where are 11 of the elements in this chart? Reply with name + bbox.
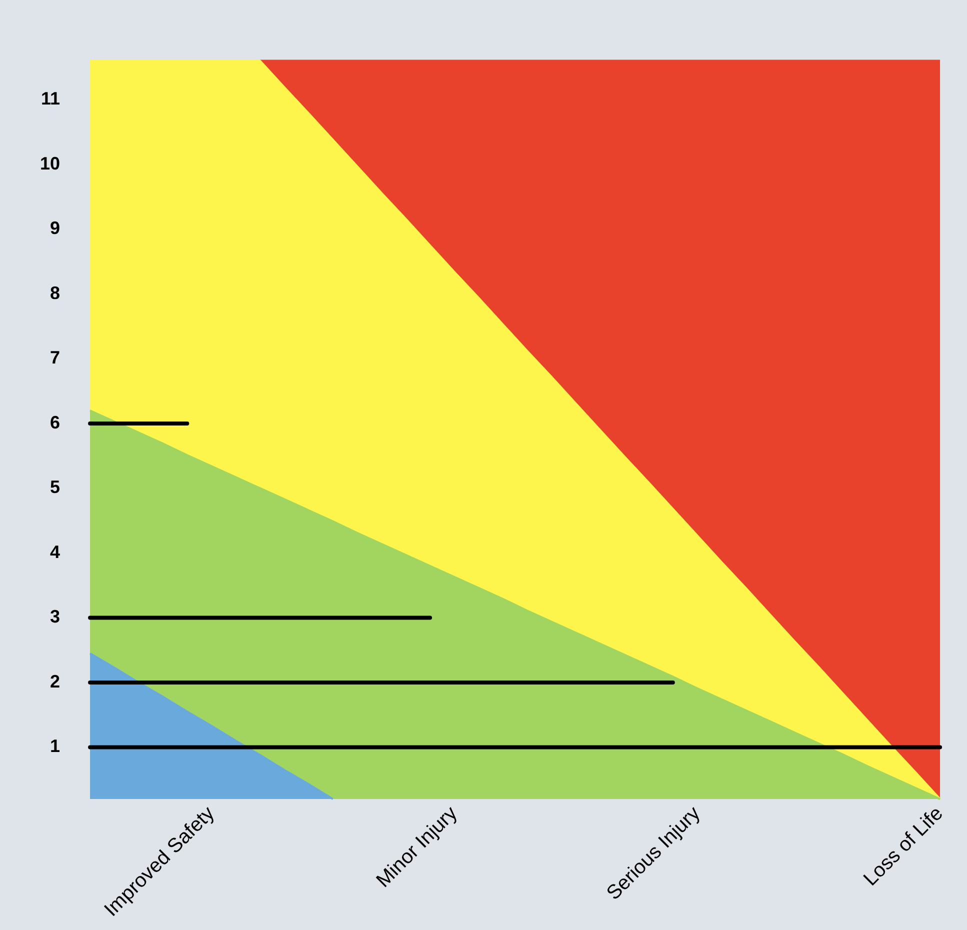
y-tick-label: 8 [50, 282, 60, 303]
y-tick-label: 9 [50, 218, 60, 238]
y-tick-label: 3 [50, 606, 60, 627]
y-tick-label: 6 [50, 412, 60, 432]
y-tick-label: 2 [50, 671, 60, 692]
y-tick-label: 5 [50, 477, 60, 498]
y-tick-label: 11 [40, 88, 60, 109]
y-tick-label: 10 [40, 153, 60, 174]
y-tick-label: 4 [50, 542, 60, 562]
y-tick-label: 7 [50, 348, 60, 368]
y-tick-label: 1 [50, 736, 60, 756]
